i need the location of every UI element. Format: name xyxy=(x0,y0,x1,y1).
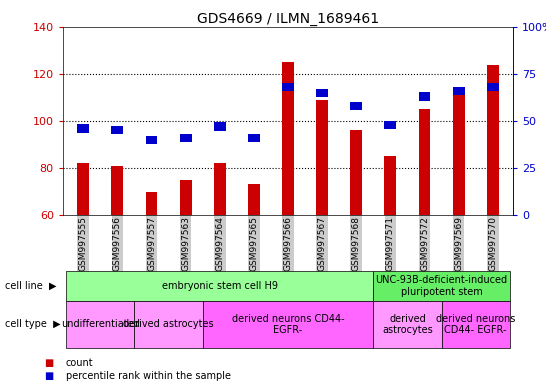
Bar xyxy=(180,180,192,215)
Bar xyxy=(419,93,430,101)
Bar xyxy=(487,83,498,91)
Bar xyxy=(146,136,157,144)
Text: ■: ■ xyxy=(44,371,53,381)
Bar xyxy=(487,65,498,215)
Bar xyxy=(419,109,430,215)
Bar xyxy=(180,134,192,142)
Text: percentile rank within the sample: percentile rank within the sample xyxy=(66,371,230,381)
Bar xyxy=(282,83,294,91)
Bar xyxy=(111,126,123,134)
Text: ■: ■ xyxy=(44,358,53,368)
Bar xyxy=(248,134,260,142)
Bar xyxy=(111,166,123,215)
Text: count: count xyxy=(66,358,93,368)
Bar xyxy=(316,100,328,215)
Title: GDS4669 / ILMN_1689461: GDS4669 / ILMN_1689461 xyxy=(197,12,379,26)
Text: cell line  ▶: cell line ▶ xyxy=(5,281,57,291)
Bar xyxy=(214,163,225,215)
Bar xyxy=(384,156,396,215)
Bar xyxy=(384,121,396,129)
Text: UNC-93B-deficient-induced
pluripotent stem: UNC-93B-deficient-induced pluripotent st… xyxy=(376,275,508,297)
Bar xyxy=(214,122,225,131)
Text: derived neurons
CD44- EGFR-: derived neurons CD44- EGFR- xyxy=(436,314,515,335)
Bar xyxy=(351,102,362,110)
Bar xyxy=(78,163,89,215)
Text: undifferentiated: undifferentiated xyxy=(61,319,140,329)
Bar xyxy=(282,62,294,215)
Text: cell type  ▶: cell type ▶ xyxy=(5,319,61,329)
Text: derived astrocytes: derived astrocytes xyxy=(123,319,214,329)
Bar xyxy=(453,88,465,215)
Text: derived neurons CD44-
EGFR-: derived neurons CD44- EGFR- xyxy=(232,314,345,335)
Text: embryonic stem cell H9: embryonic stem cell H9 xyxy=(162,281,278,291)
Bar xyxy=(146,192,157,215)
Bar xyxy=(351,131,362,215)
Bar xyxy=(78,124,89,132)
Bar xyxy=(248,184,260,215)
Text: derived
astrocytes: derived astrocytes xyxy=(382,314,433,335)
Bar xyxy=(453,87,465,95)
Bar xyxy=(316,89,328,97)
